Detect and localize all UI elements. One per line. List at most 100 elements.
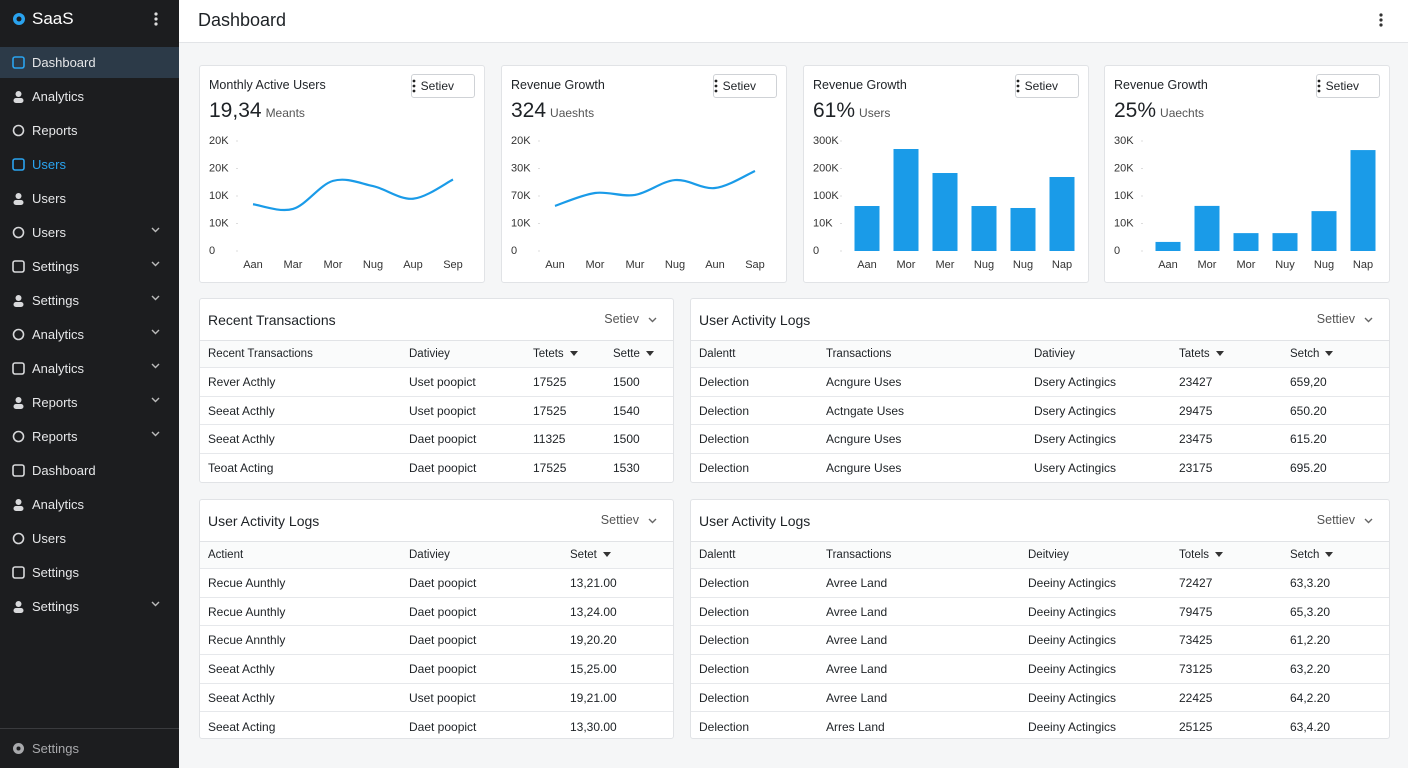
icon-shape — [13, 98, 24, 103]
card-title: Monthly Active Users — [209, 78, 326, 92]
table-header: User Activity Logs Settiev — [691, 299, 1389, 341]
table-cell: Recue Annthly — [208, 633, 286, 648]
table-row: Rever Acthly Uset poopict 17525 1500 — [200, 368, 673, 397]
table-filter[interactable]: Settiev — [1317, 513, 1373, 527]
bar — [854, 206, 880, 251]
filter-label: Settiev — [1316, 312, 1355, 326]
icon-shape — [12, 328, 25, 341]
column-label: Totels — [1179, 549, 1210, 561]
header-kebab[interactable] — [1379, 13, 1383, 29]
nav-label: Reports — [32, 123, 78, 138]
table-cell: Delection — [699, 461, 750, 476]
chevron-path — [151, 329, 160, 335]
nav-item[interactable]: Dashboard — [0, 455, 179, 486]
column-header[interactable]: Setet — [570, 549, 673, 561]
button-label: Setiev — [420, 79, 454, 93]
icon-shape — [12, 532, 25, 545]
table-filter[interactable]: Settiev — [601, 513, 657, 527]
nav-item[interactable]: Settings — [0, 285, 179, 316]
nav-item[interactable]: Settings — [0, 591, 179, 622]
column-header: Dalentt — [699, 549, 826, 561]
table-cell: Daet poopict — [409, 661, 477, 676]
nav-icon — [12, 430, 25, 443]
table-cell: Acngure Uses — [826, 432, 902, 447]
nav-item[interactable]: Users — [0, 523, 179, 554]
table-filter[interactable]: Setiev — [604, 312, 657, 326]
nav-item[interactable]: Users — [0, 217, 179, 248]
kebab-dot — [714, 84, 718, 88]
table-cell: Actngate Uses — [826, 403, 905, 418]
nav-item[interactable]: Analytics — [0, 319, 179, 350]
x-tick-label: Mor — [897, 259, 916, 271]
nav-label: Dashboard — [32, 463, 96, 478]
nav-item[interactable]: Settings — [0, 557, 179, 588]
column-header: Dativiey — [409, 348, 533, 360]
table-cell: Avree Land — [826, 633, 888, 648]
nav-item[interactable]: Users — [0, 149, 179, 180]
chevron-path — [1364, 518, 1373, 524]
y-tick-label: 0 — [209, 245, 215, 257]
card-button[interactable]: Setiev — [410, 74, 475, 98]
table-cell: Avree Land — [826, 604, 888, 619]
column-header[interactable]: Tatets — [1179, 348, 1290, 360]
nav-label: Analytics — [32, 361, 85, 376]
table-cell: Uset poopict — [409, 374, 476, 389]
column-header[interactable]: Tetets — [533, 348, 613, 360]
nav-label: Users — [32, 225, 66, 240]
y-tick-label: 0 — [1114, 245, 1120, 257]
nav-item[interactable]: Users — [0, 183, 179, 214]
line — [252, 178, 454, 212]
table-head-row: Actient Dativiey Setet — [200, 542, 673, 569]
nav-item[interactable]: Analytics — [0, 489, 179, 520]
y-tick-label: 10K — [1114, 190, 1134, 202]
column-label: Tetets — [533, 348, 564, 360]
nav-item[interactable]: Dashboard — [0, 47, 179, 78]
table-cell: Dsery Actingics — [1034, 403, 1117, 418]
x-tick-label: Aan — [857, 259, 877, 271]
card-title: Revenue Growth — [813, 78, 907, 92]
table-title: Recent Transactions — [208, 312, 336, 328]
sort-caret — [569, 351, 578, 357]
menu-kebab[interactable] — [154, 12, 158, 28]
sidebar-footer[interactable]: Settings — [0, 728, 179, 768]
card-button[interactable]: Setiev — [1014, 74, 1079, 98]
column-header[interactable]: Setch — [1290, 348, 1389, 360]
nav-item[interactable]: Settings — [0, 251, 179, 282]
column-header[interactable]: Sette — [613, 348, 673, 360]
table-title: User Activity Logs — [699, 312, 811, 328]
nav-label: Settings — [32, 599, 79, 614]
nav-icon — [12, 532, 25, 545]
nav-item[interactable]: Reports — [0, 387, 179, 418]
y-tick-label: 10K — [209, 217, 229, 229]
table-cell: Avree Land — [826, 575, 888, 590]
table-header: Recent Transactions Setiev — [200, 299, 673, 341]
y-tick-label: 0 — [813, 245, 819, 257]
bar — [1272, 233, 1298, 251]
table-cell: 73125 — [1179, 661, 1213, 676]
table-cell: Arres Land — [826, 719, 885, 734]
card-button[interactable]: Setiev — [712, 74, 777, 98]
nav-item[interactable]: Reports — [0, 421, 179, 452]
table-cell: 615.20 — [1290, 432, 1327, 447]
card-button[interactable]: Setiev — [1315, 74, 1380, 98]
nav-item[interactable]: Reports — [0, 115, 179, 146]
column-header[interactable]: Totels — [1179, 549, 1290, 561]
table-cell: 63,4.20 — [1290, 719, 1331, 734]
nav-item[interactable]: Analytics — [0, 353, 179, 384]
brand[interactable]: SaaS — [12, 9, 74, 29]
nav-item[interactable]: Analytics — [0, 81, 179, 112]
table-row: Delection Avree Land Deeiny Actingics 72427… — [691, 569, 1389, 598]
column-header[interactable]: Setch — [1290, 549, 1389, 561]
table-cell: Deeiny Actingics — [1028, 661, 1117, 676]
table-filter[interactable]: Settiev — [1317, 312, 1373, 326]
column-header: Recent Transactions — [208, 348, 409, 360]
table-row: Delection Arres Land Deeiny Actingics 25125… — [691, 712, 1389, 738]
nav-icon — [12, 56, 25, 69]
bar — [1194, 205, 1220, 251]
nav-icon — [12, 362, 25, 375]
chevron-path — [151, 261, 160, 267]
icon-shape — [12, 124, 25, 137]
caret — [1325, 351, 1334, 357]
kebab-dot — [714, 79, 718, 83]
chevron — [151, 227, 160, 233]
